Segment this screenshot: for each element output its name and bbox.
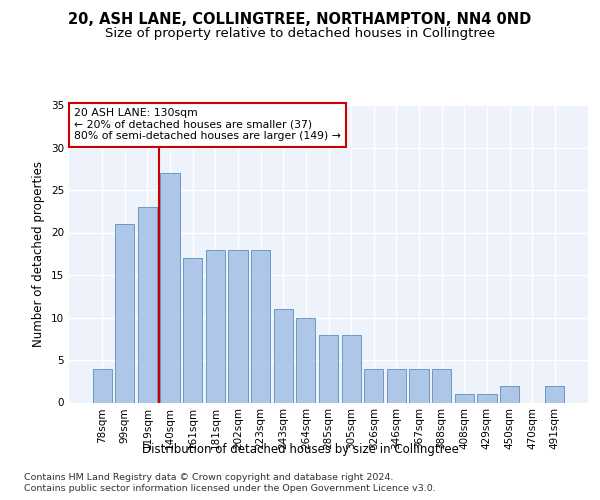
Bar — [274, 309, 293, 402]
Bar — [115, 224, 134, 402]
Text: Contains public sector information licensed under the Open Government Licence v3: Contains public sector information licen… — [24, 484, 436, 493]
Bar — [138, 207, 157, 402]
Text: Distribution of detached houses by size in Collingtree: Distribution of detached houses by size … — [142, 442, 458, 456]
Bar — [500, 386, 519, 402]
Bar — [251, 250, 270, 402]
Text: Size of property relative to detached houses in Collingtree: Size of property relative to detached ho… — [105, 28, 495, 40]
Bar — [387, 368, 406, 402]
Bar — [341, 334, 361, 402]
Bar — [455, 394, 474, 402]
Bar — [409, 368, 428, 402]
Bar — [92, 368, 112, 402]
Bar — [432, 368, 451, 402]
Bar — [296, 318, 316, 402]
Text: Contains HM Land Registry data © Crown copyright and database right 2024.: Contains HM Land Registry data © Crown c… — [24, 472, 394, 482]
Bar — [229, 250, 248, 402]
Text: 20 ASH LANE: 130sqm
← 20% of detached houses are smaller (37)
80% of semi-detach: 20 ASH LANE: 130sqm ← 20% of detached ho… — [74, 108, 341, 141]
Bar — [477, 394, 497, 402]
Bar — [183, 258, 202, 402]
Bar — [364, 368, 383, 402]
Bar — [545, 386, 565, 402]
Bar — [206, 250, 225, 402]
Y-axis label: Number of detached properties: Number of detached properties — [32, 161, 46, 347]
Text: 20, ASH LANE, COLLINGTREE, NORTHAMPTON, NN4 0ND: 20, ASH LANE, COLLINGTREE, NORTHAMPTON, … — [68, 12, 532, 28]
Bar — [160, 173, 180, 402]
Bar — [319, 334, 338, 402]
